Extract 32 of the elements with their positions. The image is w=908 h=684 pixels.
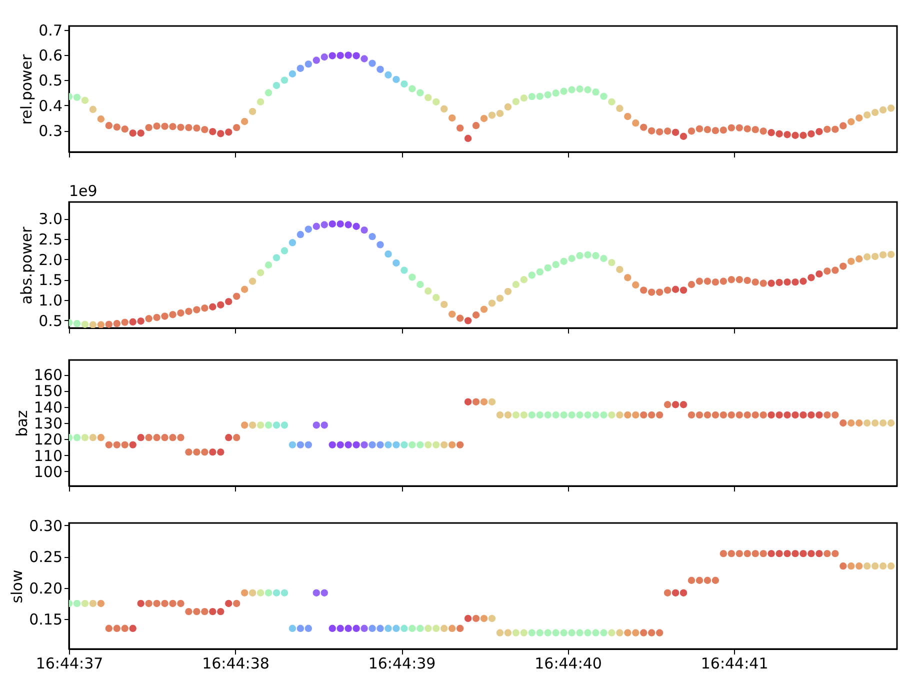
y-tick-label: 0.5 [38, 72, 62, 90]
y-tick-label: 150 [34, 382, 62, 400]
y-tick-label: 120 [34, 430, 62, 449]
y-tick-label: 0.6 [38, 46, 62, 64]
y-tick-label: 0.30 [29, 516, 62, 535]
y-tick-label: 0.7 [38, 21, 62, 40]
y-tick-label: 0.15 [29, 610, 62, 629]
y-tick-label: 130 [34, 414, 62, 432]
y-tick-label: 140 [34, 398, 62, 416]
x-tick-label: 16:44:41 [700, 654, 768, 672]
y-tick-label: 1.5 [38, 271, 62, 290]
y-axis-title: baz [12, 410, 31, 437]
x-tick-label: 16:44:40 [534, 654, 602, 672]
y-tick-label: 0.5 [38, 312, 62, 330]
y-tick-label: 3.0 [38, 210, 62, 228]
x-tick-label: 16:44:37 [36, 654, 104, 672]
y-tick-label: 110 [34, 446, 62, 465]
y-tick-label: 0.20 [29, 579, 62, 598]
y-tick-label: 0.4 [38, 96, 62, 115]
y-tick-label: 0.3 [38, 122, 62, 140]
text: 1e9 [69, 182, 98, 200]
y-tick-label: 160 [34, 366, 62, 384]
y-tick-label: 0.25 [29, 548, 62, 566]
y-tick-label: 2.5 [38, 230, 62, 248]
y-axis-title: abs.power [18, 226, 36, 304]
y-axis-title: slow [8, 570, 26, 604]
y-tick-label: 100 [34, 462, 62, 481]
x-tick-label: 16:44:38 [202, 654, 270, 672]
x-tick-label: 16:44:39 [368, 654, 436, 672]
y-axis-title: rel.power [18, 53, 36, 125]
y-tick-label: 1.0 [38, 291, 62, 310]
y-tick-label: 2.0 [38, 250, 62, 269]
